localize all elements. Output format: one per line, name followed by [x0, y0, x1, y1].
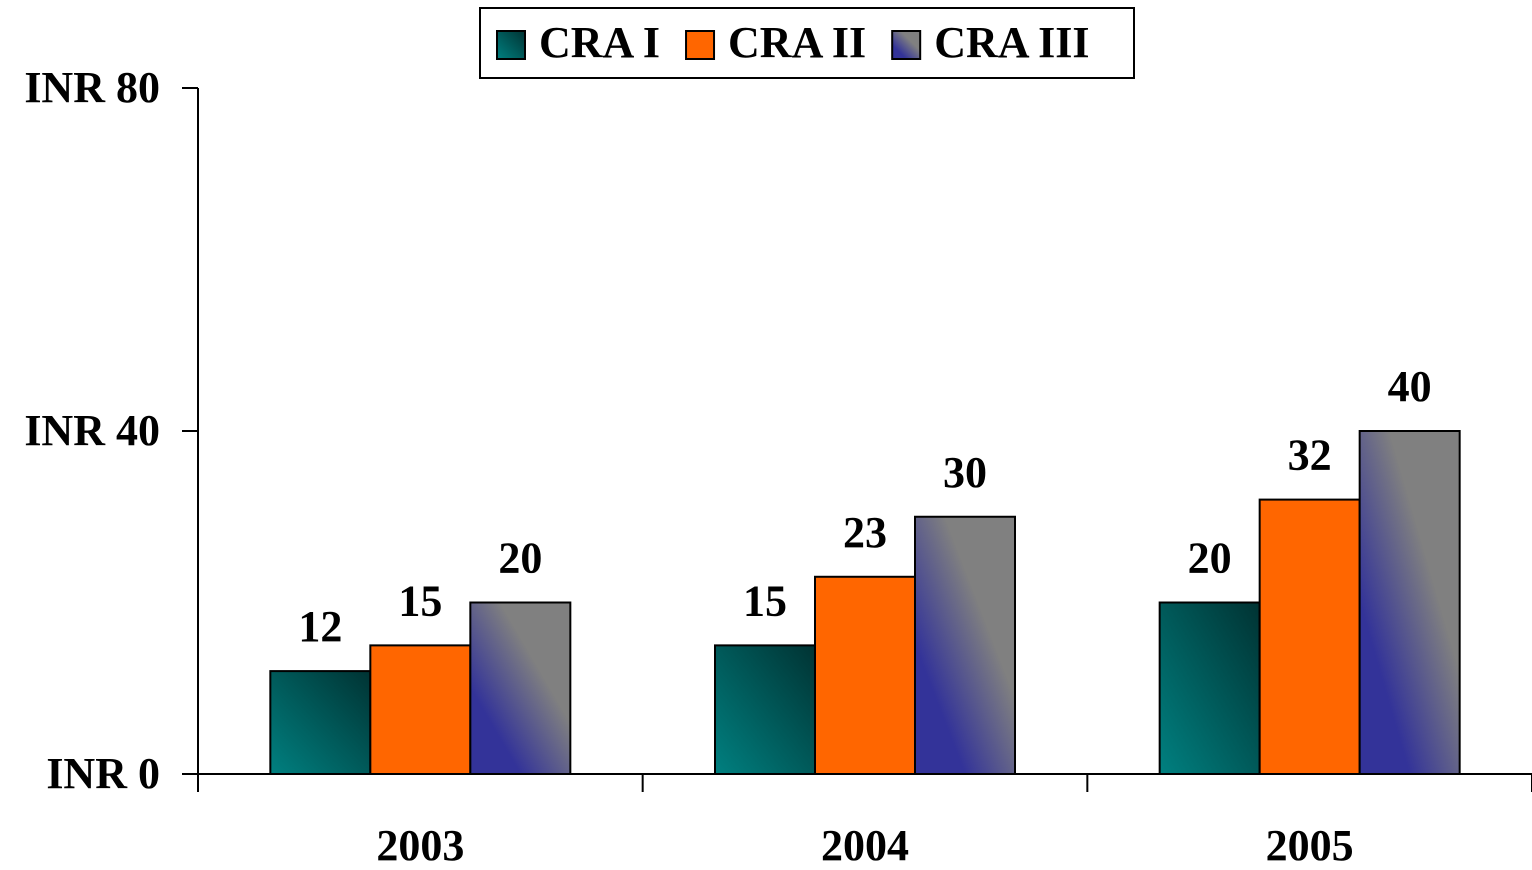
data-label: 30: [943, 448, 987, 497]
bar: [1358, 430, 1461, 775]
legend-label: CRA III: [934, 18, 1089, 67]
data-label: 40: [1388, 362, 1432, 411]
bar: [369, 644, 472, 775]
bar: [269, 670, 372, 775]
data-label: 20: [498, 534, 542, 583]
y-tick-label: INR 40: [24, 406, 160, 455]
data-label: 23: [843, 508, 887, 557]
legend-swatch: [891, 30, 922, 60]
legend-label: CRA I: [539, 18, 660, 67]
bar: [469, 601, 572, 775]
data-label: 12: [298, 602, 342, 651]
data-label: 32: [1288, 431, 1332, 480]
y-tick-label: INR 80: [24, 63, 160, 112]
bar: [814, 575, 916, 776]
bar: [1158, 601, 1261, 775]
bar: [914, 515, 1016, 775]
bar: [1258, 498, 1361, 775]
x-tick-label: 2003: [376, 821, 464, 870]
y-tick-label: INR 0: [46, 749, 160, 798]
x-tick-label: 2005: [1266, 821, 1354, 870]
legend-label: CRA II: [728, 18, 866, 67]
data-label: 15: [398, 576, 442, 625]
data-label: 20: [1188, 534, 1232, 583]
legend-swatch: [496, 30, 526, 60]
data-label: 15: [743, 576, 787, 625]
x-tick-label: 2004: [821, 821, 909, 870]
bar: [714, 644, 816, 775]
legend-swatch: [685, 30, 716, 60]
legend-box: [479, 7, 1135, 79]
